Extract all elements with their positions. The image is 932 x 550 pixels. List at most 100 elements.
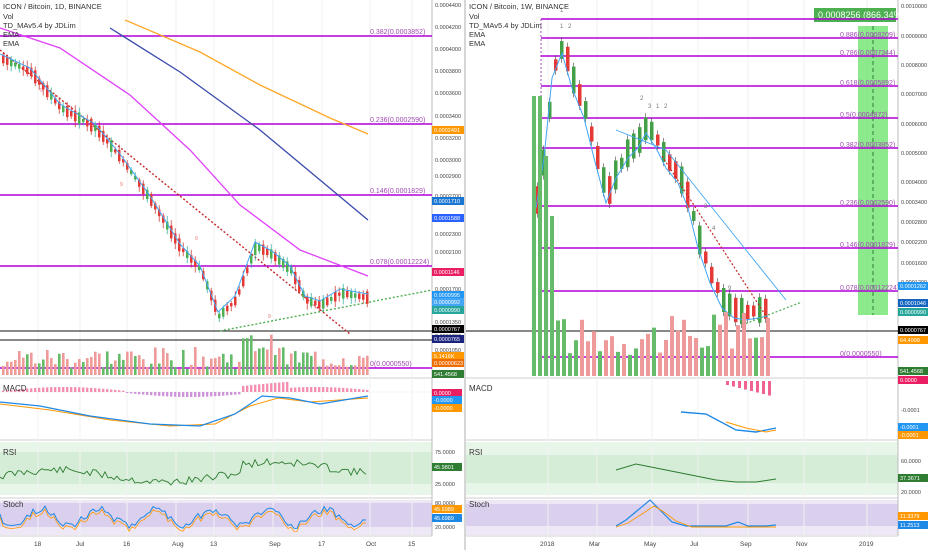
volume-bar [748, 338, 752, 376]
fib-level-label: 0.236(0.0002590) [840, 200, 895, 207]
candle-body [26, 66, 29, 74]
volume-bar [294, 351, 297, 375]
volume-bar [2, 365, 5, 375]
ema-100-line [109, 27, 369, 221]
price-tag [432, 306, 466, 314]
macd-histogram-bar [10, 390, 13, 392]
candle-body [150, 194, 153, 206]
ema-short-line [0, 53, 369, 313]
td-count: 1 [656, 104, 660, 110]
downtrend-line [0, 49, 351, 335]
fib-price-tag-text: 0.0002491 [434, 128, 460, 134]
candle-body [102, 130, 105, 142]
price-axis-label: 0.0002800 [901, 220, 927, 226]
candle-body [254, 242, 257, 255]
candle-body [14, 62, 17, 67]
volume-bar [342, 358, 345, 375]
macd-signal-line [0, 397, 369, 427]
td-count: 9 [728, 286, 732, 292]
volume-bar [206, 366, 209, 375]
price-axis-label: 0.0006000 [901, 122, 927, 128]
td-count: 1 [560, 24, 564, 30]
macd-histogram-bar [262, 383, 265, 392]
volume-bar [676, 330, 680, 376]
volume-bar [58, 353, 61, 375]
ema-200-line [124, 19, 369, 135]
macd-histogram-bar [726, 381, 729, 385]
volume-bar [550, 216, 554, 376]
candle-body [278, 255, 281, 265]
right-chart-panel[interactable]: 0.0010000 0.0009000 0.0008000 0.0007000 0.00… [466, 0, 932, 550]
stoch-d-line [0, 508, 367, 532]
price-tag [898, 336, 928, 344]
volume-bar [358, 356, 361, 375]
ema-short-line [535, 51, 769, 321]
volume-bar [688, 335, 692, 376]
volume-bar [214, 358, 217, 375]
volume-bar [258, 348, 261, 375]
stoch-k-line [615, 499, 777, 527]
macd-histogram-bar [358, 389, 361, 392]
volume-bar [354, 365, 357, 375]
panel-separator[interactable] [464, 0, 466, 550]
macd-histogram-bar [50, 387, 53, 392]
candle-body [222, 307, 225, 317]
candle-body [584, 101, 588, 119]
volume-bar [574, 340, 578, 376]
time-axis-label: 13 [210, 541, 218, 548]
candle-body [70, 111, 73, 117]
td-count: 3 [648, 104, 652, 110]
candle-body [142, 183, 145, 194]
volume-bar [74, 362, 77, 375]
macd-histogram-bar [350, 388, 353, 392]
candle-body [218, 313, 221, 319]
macd-histogram-bar [62, 387, 65, 392]
candle-body [758, 297, 762, 323]
fib-level-label: 0.618(0.0005892) [840, 80, 895, 87]
candle-body [250, 255, 253, 264]
volume-bar [38, 363, 41, 375]
volume-bar [604, 340, 608, 376]
candle-body [710, 266, 714, 284]
candle-body [318, 300, 321, 309]
stoch-k-line [0, 505, 367, 530]
macd-line [680, 411, 777, 433]
price-axis-label: 0.0003200 [435, 136, 461, 142]
macd-histogram-bar [266, 383, 269, 392]
fib-price-tag-text: 0.0001146 [434, 270, 460, 276]
stoch-axis-label: 80.0000 [435, 501, 455, 507]
macd-tag [898, 423, 928, 431]
right-chart-svg[interactable]: 0.0010000 0.0009000 0.0008000 0.0007000 0.00… [466, 0, 932, 550]
candle-body [692, 211, 696, 221]
fib-level-label: 0.146(0.0001829) [840, 242, 895, 249]
candle-body [650, 121, 654, 141]
price-tag-text: 0.0000995 [434, 293, 460, 299]
macd-histogram-bar [270, 383, 273, 392]
macd-signal-line [725, 421, 777, 433]
price-tag [432, 298, 466, 306]
stoch-tag-text: 11.2513 [900, 523, 919, 529]
price-tag-text: 0.0001262 [900, 284, 926, 290]
volume-bar [580, 319, 584, 376]
left-chart-panel[interactable]: 0.0004400 0.0004200 0.0004000 0.0003800 0.00… [0, 0, 466, 550]
candle-body [266, 248, 269, 256]
volume-bar [46, 349, 49, 375]
macd-histogram-bar [174, 392, 177, 397]
volume-bar [90, 356, 93, 375]
volume-bar [652, 327, 656, 376]
volume-bar [730, 348, 734, 376]
candle-body [306, 297, 309, 304]
measure-label-text: 0.0008256 (866.34%) [818, 10, 905, 20]
volume-bar [190, 364, 193, 375]
candle-body [350, 291, 353, 299]
macd-histogram-bar [226, 392, 229, 396]
volume-bar [682, 319, 686, 376]
candle-body [226, 305, 229, 312]
candle-body [566, 46, 570, 72]
left-chart-svg[interactable]: 0.0004400 0.0004200 0.0004000 0.0003800 0.00… [0, 0, 466, 550]
volume-bar [230, 354, 233, 375]
rsi-axis-label: 75.0000 [435, 450, 455, 456]
volume-bar [134, 356, 137, 375]
candle-body [668, 154, 672, 171]
candle-body [638, 127, 642, 153]
